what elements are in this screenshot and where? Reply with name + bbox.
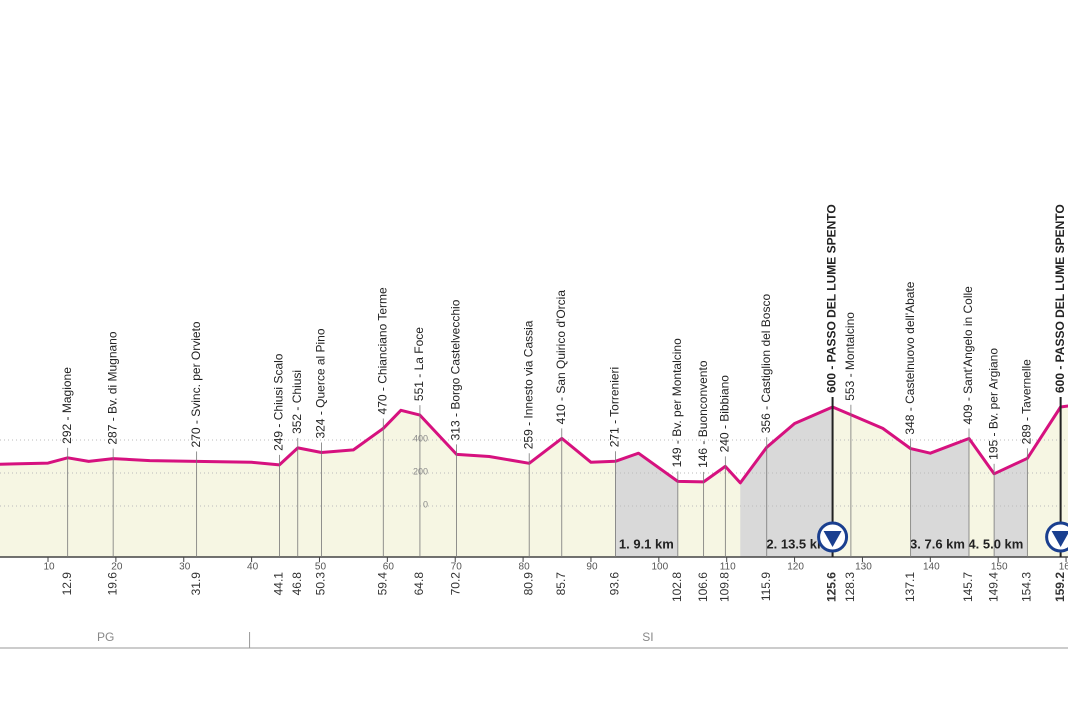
x-tick-label: 140 bbox=[923, 562, 940, 573]
waypoint-label: 195 - Bv. per Argiano bbox=[986, 348, 1000, 460]
waypoint-km: 31.9 bbox=[189, 572, 203, 596]
waypoint-label: 551 - La Foce bbox=[412, 327, 426, 401]
waypoint-km: 128.3 bbox=[843, 572, 857, 602]
waypoint-km: 106.6 bbox=[696, 572, 710, 602]
waypoint-label: 470 - Chianciano Terme bbox=[375, 287, 389, 415]
elevation-tick-label: 200 bbox=[413, 466, 428, 476]
x-tick-label: 130 bbox=[855, 562, 872, 573]
x-tick-label: 80 bbox=[519, 562, 531, 573]
waypoint-label: 149 - Bv. per Montalcino bbox=[670, 338, 684, 468]
x-tick-label: 50 bbox=[315, 562, 327, 573]
waypoint-km: 109.8 bbox=[718, 572, 732, 602]
waypoint-label: 352 - Chiusi bbox=[290, 370, 304, 434]
waypoint-label: 259 - Innesto via Cassia bbox=[521, 320, 535, 449]
waypoint-km: 46.8 bbox=[290, 572, 304, 596]
region-label: SI bbox=[642, 630, 653, 644]
kom-icon bbox=[1051, 531, 1068, 547]
waypoint-label: 271 - Torrenieri bbox=[608, 367, 622, 447]
waypoint-km: 19.6 bbox=[105, 572, 119, 596]
waypoint-km: 44.1 bbox=[272, 572, 286, 596]
x-tick-label: 100 bbox=[651, 562, 668, 573]
waypoint-km: 64.8 bbox=[412, 572, 426, 596]
waypoint-km: 137.1 bbox=[903, 572, 917, 602]
sector-label: 3. 7.6 km bbox=[910, 536, 965, 551]
x-tick-label: 150 bbox=[991, 562, 1008, 573]
waypoint-km: 125.6 bbox=[825, 572, 839, 602]
waypoint-km: 93.6 bbox=[608, 572, 622, 596]
x-tick-label: 20 bbox=[111, 562, 123, 573]
sector-label: 2. 13.5 km bbox=[766, 536, 828, 551]
region-label: PG bbox=[97, 630, 114, 644]
waypoint-km: 115.9 bbox=[759, 572, 773, 601]
x-tick-label: 10 bbox=[43, 562, 55, 573]
x-tick-label: 60 bbox=[383, 562, 395, 573]
waypoint-label: 409 - Sant'Angelo in Colle bbox=[961, 286, 975, 425]
waypoint-label: 600 - PASSO DEL LUME SPENTO bbox=[825, 204, 839, 393]
sector-label: 4. 5.0 km bbox=[968, 536, 1023, 551]
x-tick-label: 90 bbox=[586, 562, 598, 573]
waypoint-km: 12.9 bbox=[60, 572, 74, 596]
waypoint-label: 553 - Montalcino bbox=[843, 312, 857, 401]
waypoint-label: 600 - PASSO DEL LUME SPENTO bbox=[1053, 204, 1067, 393]
x-tick-label: 30 bbox=[179, 562, 191, 573]
x-tick-label: 70 bbox=[451, 562, 463, 573]
sector-area bbox=[615, 405, 678, 557]
waypoint-label: 289 - Tavernelle bbox=[1020, 359, 1034, 444]
waypoint-km: 70.2 bbox=[449, 572, 463, 596]
waypoint-label: 348 - Castelnuovo dell'Abate bbox=[903, 281, 917, 434]
waypoint-label: 356 - Castiglion del Bosco bbox=[759, 294, 773, 434]
x-tick-label: 110 bbox=[720, 562, 736, 573]
waypoint-label: 240 - Bibbiano bbox=[718, 375, 732, 453]
elevation-tick-label: 0 bbox=[423, 499, 428, 509]
x-tick-label: 120 bbox=[787, 562, 804, 573]
waypoint-label: 287 - Bv. di Mugnano bbox=[105, 331, 119, 445]
waypoint-km: 145.7 bbox=[961, 572, 975, 602]
sector-label: 1. 9.1 km bbox=[619, 536, 674, 551]
waypoint-label: 146 - Buonconvento bbox=[696, 360, 710, 468]
x-tick-label: 160 bbox=[1059, 562, 1068, 573]
x-tick-label: 40 bbox=[247, 562, 259, 573]
waypoint-label: 249 - Chiusi Scalo bbox=[272, 353, 286, 451]
waypoint-km: 159.2 bbox=[1053, 572, 1067, 602]
kom-icon bbox=[823, 531, 842, 547]
elevation-tick-label: 400 bbox=[413, 433, 428, 443]
waypoint-km: 154.3 bbox=[1020, 572, 1034, 602]
waypoint-km: 85.7 bbox=[554, 572, 568, 596]
waypoint-label: 313 - Borgo Castelvecchio bbox=[449, 299, 463, 440]
waypoint-km: 149.4 bbox=[986, 572, 1000, 602]
waypoint-label: 270 - Svinc. per Orvieto bbox=[189, 321, 203, 447]
waypoint-km: 59.4 bbox=[375, 572, 389, 596]
waypoint-km: 50.3 bbox=[314, 572, 328, 596]
waypoint-label: 292 - Magione bbox=[60, 367, 74, 444]
waypoint-label: 410 - San Quirico d'Orcia bbox=[554, 290, 568, 425]
waypoint-km: 102.8 bbox=[670, 572, 684, 602]
waypoint-km: 80.9 bbox=[521, 572, 535, 596]
waypoint-label: 324 - Querce al Pino bbox=[314, 328, 328, 438]
